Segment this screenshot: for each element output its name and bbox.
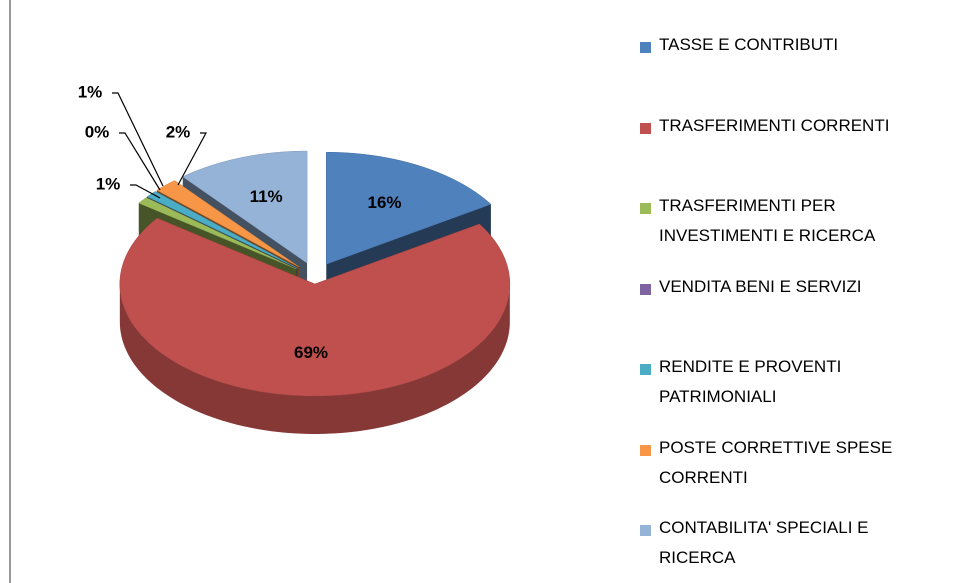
legend-item: CONTABILITA' SPECIALI E RICERCA: [640, 518, 940, 573]
data-label: 11%: [250, 187, 283, 206]
slice-side: [119, 283, 510, 434]
data-label: 1%: [96, 174, 121, 193]
legend-item: TASSE E CONTRIBUTI: [640, 35, 940, 60]
legend-swatch: [640, 444, 651, 456]
legend-swatch: [640, 525, 651, 536]
slice-top: [182, 150, 308, 264]
legend-swatch: [640, 203, 651, 214]
legend-label: RENDITE E PROVENTI PATRIMONIALI: [659, 357, 842, 406]
legend-swatch: [640, 364, 651, 375]
leader-line: [112, 92, 164, 187]
slice-top: [119, 217, 511, 397]
data-label: 1%: [78, 82, 103, 101]
chart: 16% 69% 1% 0% 1% 2% 11%: [9, 0, 511, 583]
legend-item: TRASFERIMENTI CORRENTI: [640, 116, 940, 141]
slice: [119, 217, 511, 434]
slice-top: [156, 180, 300, 268]
slice-top: [138, 197, 297, 270]
legend-label: POSTE CORRETTIVE SPESE CORRENTI: [659, 437, 893, 487]
legend-label: CONTABILITA' SPECIALI E RICERCA: [659, 518, 869, 567]
legend-item: VENDITA BENI E SERVIZI: [640, 277, 940, 302]
legend-label: TASSE E CONTRIBUTI: [659, 35, 839, 54]
leader-line: [119, 132, 161, 191]
data-label: 2%: [166, 122, 191, 141]
legend-label: TRASFERIMENTI CORRENTI: [659, 115, 890, 135]
legend-swatch: [640, 283, 651, 295]
data-label: 0%: [85, 122, 110, 141]
legend-swatch: [640, 122, 651, 134]
legend-label: VENDITA BENI E SERVIZI: [659, 276, 862, 296]
slice-top: [146, 191, 298, 269]
leader-line: [130, 184, 161, 199]
legend-item: RENDITE E PROVENTI PATRIMONIALI: [640, 357, 940, 412]
legend-swatch: [640, 42, 651, 53]
legend-item: POSTE CORRETTIVE SPESE CORRENTI: [640, 438, 940, 493]
slice-top: [326, 151, 492, 265]
data-label: 16%: [368, 193, 402, 212]
legend-label: TRASFERIMENTI PER INVESTIMENTI E RICERCA: [659, 196, 876, 245]
data-label: 69%: [294, 343, 328, 362]
leader-line: [177, 132, 208, 186]
legend-item: TRASFERIMENTI PER INVESTIMENTI E RICERCA: [640, 196, 940, 251]
